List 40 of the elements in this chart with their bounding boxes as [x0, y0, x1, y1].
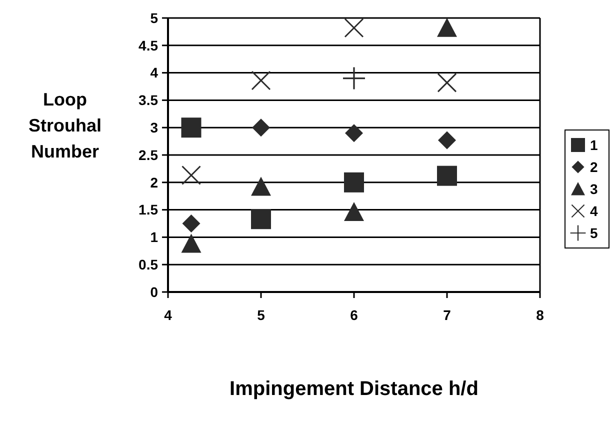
y-tick-label: 3: [150, 120, 158, 136]
y-tick-label: 2: [150, 174, 158, 190]
legend-label: 5: [590, 224, 598, 241]
y-tick-label: 0: [150, 284, 158, 300]
x-tick-label: 8: [536, 307, 544, 323]
x-tick-label: 5: [257, 307, 266, 323]
point: [438, 131, 456, 150]
point: [252, 118, 270, 137]
x-tick-label: 7: [443, 307, 452, 323]
y-tick-label: 4.5: [138, 37, 158, 54]
y-tick-label: 3.5: [138, 92, 158, 108]
point: [251, 70, 271, 90]
point: [181, 234, 202, 253]
point: [345, 124, 363, 142]
x-tick-label: 6: [350, 307, 358, 323]
x-axis-title: Impingement Distance h/d: [230, 378, 478, 400]
point: [181, 118, 202, 138]
x-tick-label: 4: [164, 307, 172, 323]
legend-label: 2: [590, 158, 598, 175]
y-tick-label: 1: [150, 229, 158, 246]
y-tick-label: 4: [150, 64, 158, 81]
y-tick-label: 2.5: [138, 146, 158, 163]
point: [344, 202, 364, 221]
y-tick-label: 5: [150, 10, 158, 26]
point: [437, 166, 457, 186]
point: [437, 72, 457, 92]
legend-label: 3: [590, 180, 598, 197]
point: [344, 172, 364, 192]
y-axis-title: Loop Strouhal Number: [28, 90, 102, 162]
point: [251, 209, 271, 230]
legend-label: 4: [590, 202, 598, 219]
y-tick-label: 0.5: [138, 256, 158, 272]
legend-label: 1: [590, 136, 598, 153]
point: [343, 67, 365, 90]
point: [182, 214, 200, 232]
point: [437, 18, 457, 37]
point: [182, 166, 201, 186]
point: [251, 176, 271, 196]
y-tick-label: 1.5: [138, 202, 158, 218]
point: [344, 18, 364, 38]
